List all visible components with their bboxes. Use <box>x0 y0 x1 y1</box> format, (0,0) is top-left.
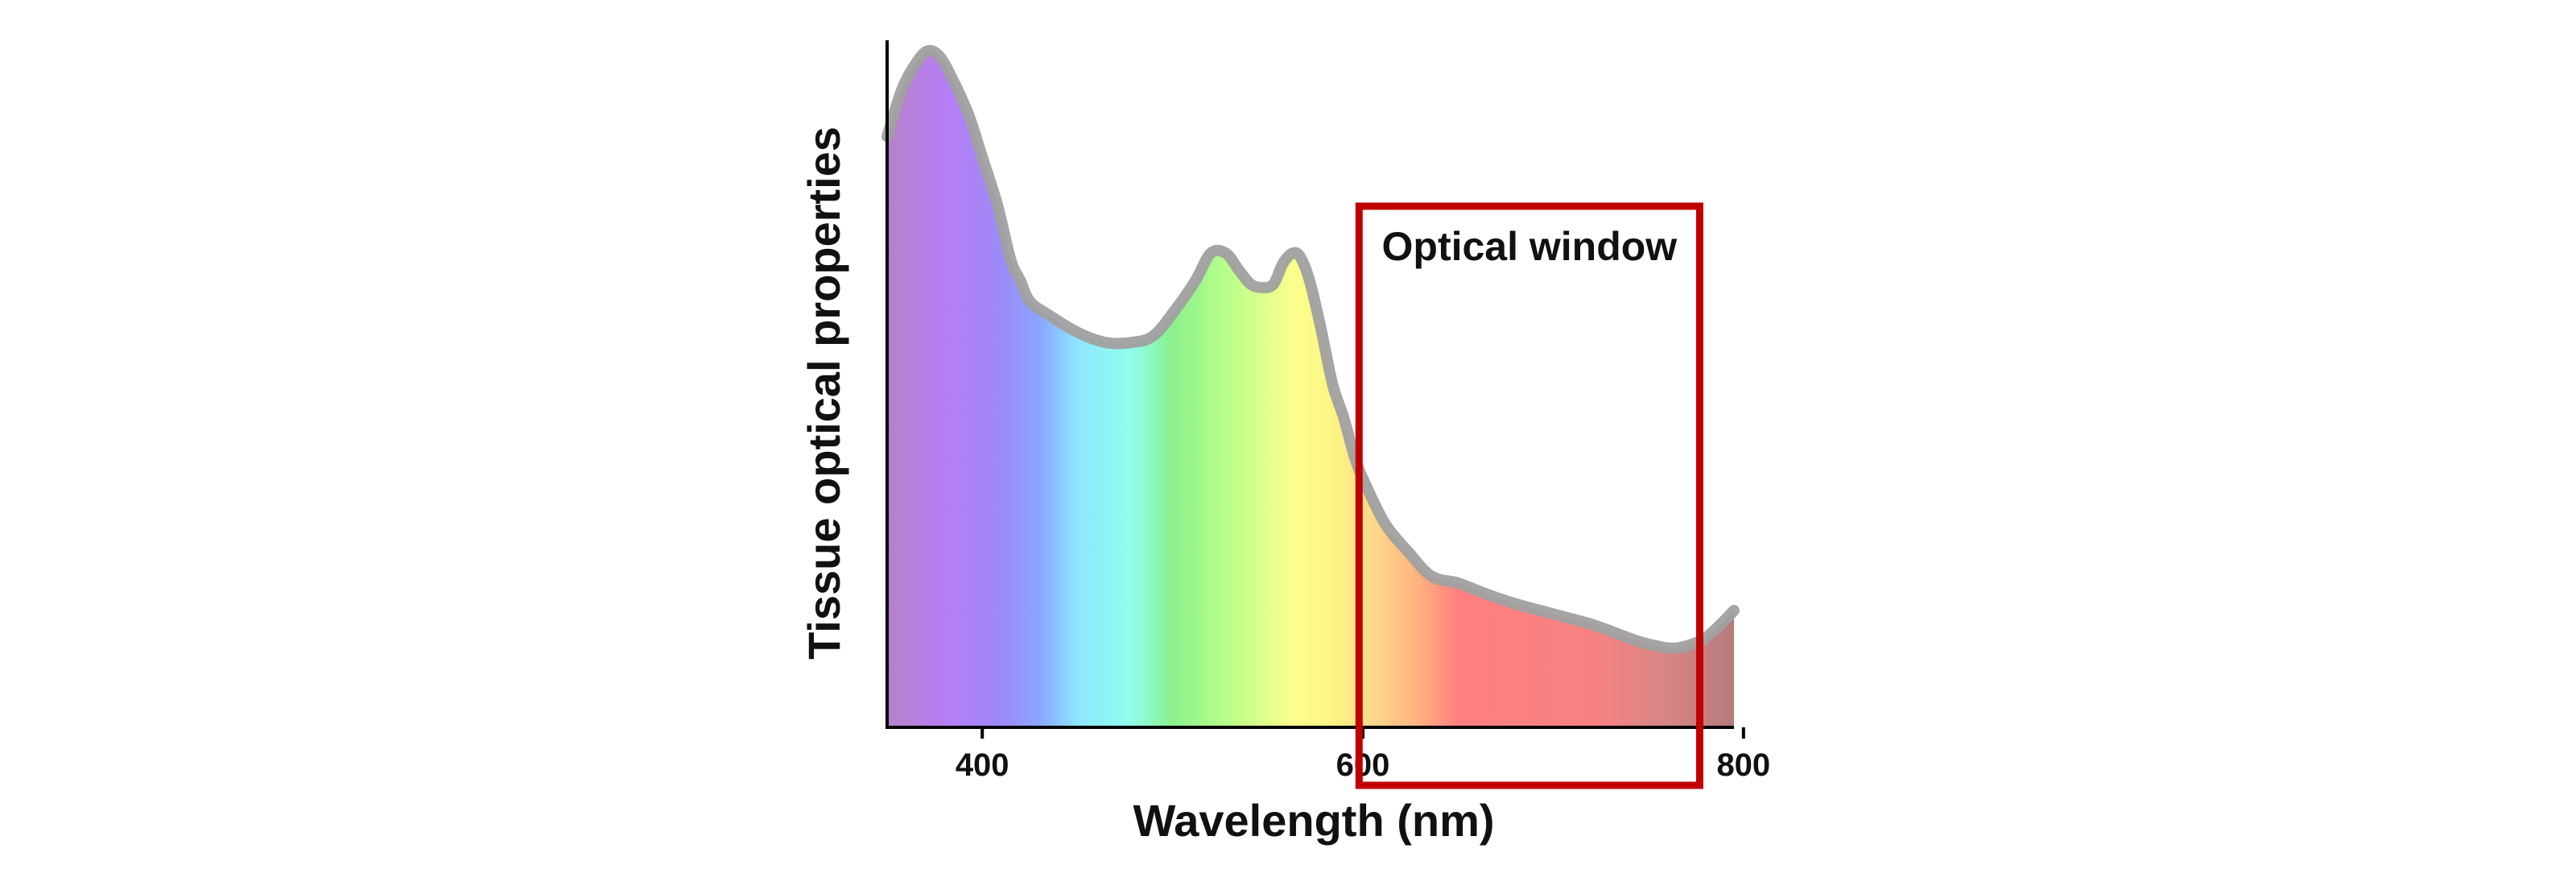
x-tick-label-400: 400 <box>956 747 1009 783</box>
spectrum-area <box>887 50 1734 728</box>
x-tick-label-800: 800 <box>1716 747 1770 783</box>
y-axis-label: Tissue optical properties <box>799 126 849 660</box>
optical-window-label: Optical window <box>1382 224 1678 269</box>
x-tick-label-600: 600 <box>1336 747 1390 783</box>
optical-window-box <box>1355 202 1703 789</box>
x-axis-label: Wavelength (nm) <box>1133 795 1494 846</box>
spectrum-curve <box>881 44 1740 654</box>
